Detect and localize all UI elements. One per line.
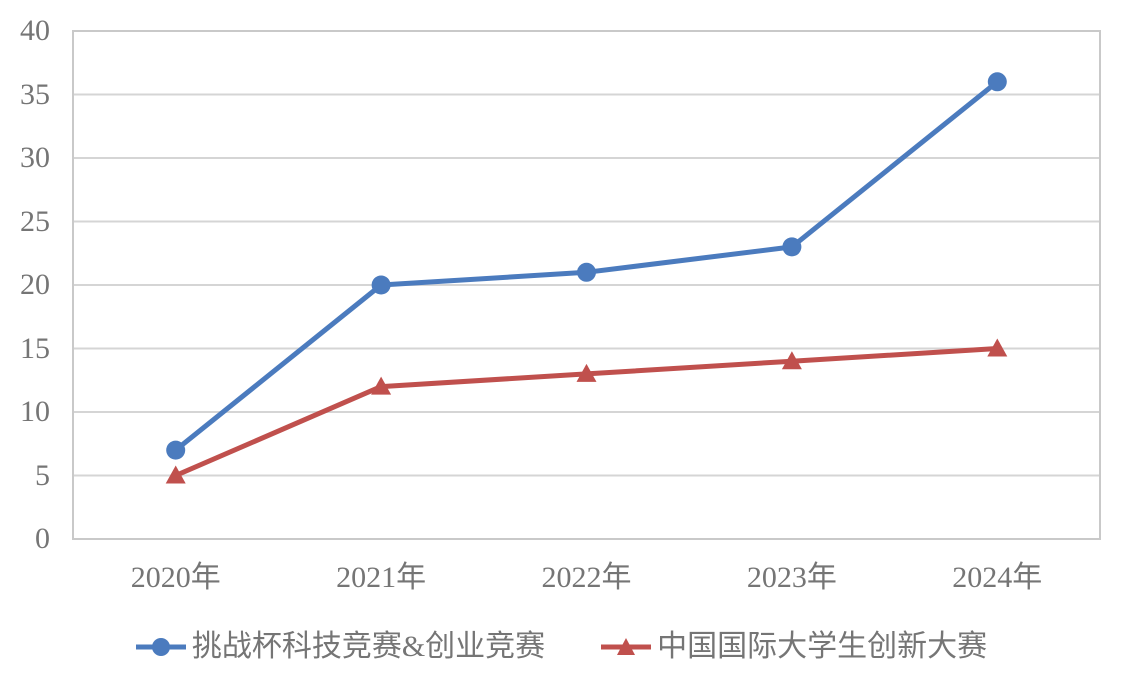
data-point-triangle-icon xyxy=(781,351,802,370)
data-point-triangle-icon xyxy=(165,465,186,484)
data-point-triangle-icon xyxy=(576,363,597,382)
x-tick-label: 2024年 xyxy=(952,561,1043,594)
y-tick-label: 35 xyxy=(20,77,50,111)
plot-border xyxy=(72,30,1101,540)
x-tick-label: 2023年 xyxy=(746,561,837,594)
y-tick-label: 5 xyxy=(35,458,50,492)
data-point-circle-icon xyxy=(577,262,596,282)
x-tick-label: 2020年 xyxy=(130,561,221,594)
data-point-circle-icon xyxy=(371,275,391,295)
y-tick-label: 0 xyxy=(35,522,50,555)
legend-item: 中国国际大学生创新大赛 xyxy=(601,630,987,664)
x-tick-label: 2021年 xyxy=(336,561,427,594)
legend-label: 挑战杯科技竞赛&创业竞赛 xyxy=(191,630,546,663)
y-tick-label: 20 xyxy=(20,268,50,301)
y-tick-label: 40 xyxy=(20,14,50,47)
y-tick-label: 15 xyxy=(20,331,50,365)
legend: 挑战杯科技竞赛&创业竞赛 中国国际大学生创新大赛 xyxy=(0,630,1123,664)
data-point-triangle-icon xyxy=(987,338,1008,357)
legend-circle-marker-icon xyxy=(135,638,186,656)
y-tick-label: 25 xyxy=(20,204,50,238)
data-point-circle-icon xyxy=(987,72,1007,92)
data-point-triangle-icon xyxy=(371,376,392,395)
data-point-circle-icon xyxy=(166,440,186,460)
legend-item: 挑战杯科技竞赛&创业竞赛 xyxy=(135,630,546,664)
legend-triangle-marker-icon xyxy=(601,638,652,655)
x-tick-label: 2022年 xyxy=(541,561,632,594)
y-tick-label: 10 xyxy=(20,395,50,428)
legend-label: 中国国际大学生创新大赛 xyxy=(657,630,988,663)
plot-area xyxy=(72,30,1101,540)
y-tick-label: 30 xyxy=(20,141,50,174)
data-point-circle-icon xyxy=(782,237,802,257)
